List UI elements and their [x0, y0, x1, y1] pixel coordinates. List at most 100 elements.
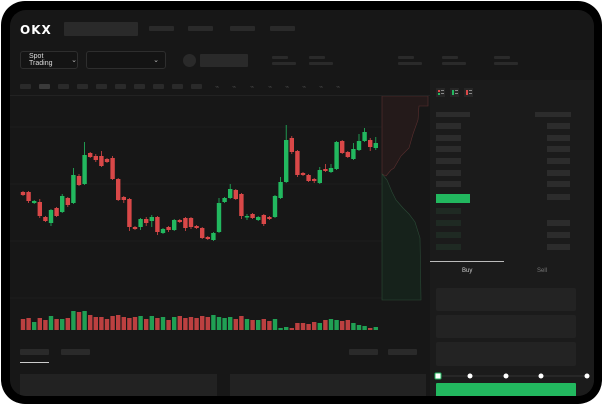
buy-button[interactable] [436, 383, 576, 396]
candle-body [138, 219, 143, 227]
volume-bar [261, 319, 266, 330]
orderbook-bids-icon [450, 88, 459, 97]
volume-bar [362, 326, 367, 330]
last-price [436, 194, 470, 203]
interval-button[interactable] [58, 84, 69, 89]
volume-bar [272, 319, 278, 330]
drawing-tool-icon[interactable]: ⌁ [232, 84, 237, 91]
candle-body [121, 197, 126, 200]
volume-bar [267, 321, 272, 330]
candle-body [256, 217, 261, 220]
order-panel: Buy Sell [430, 80, 594, 396]
volume-bar [244, 319, 250, 330]
interval-button[interactable] [20, 84, 31, 89]
volume-bar [284, 327, 289, 330]
volume-bar [317, 323, 322, 330]
slider-mark-50 [503, 373, 509, 379]
volume-bar [121, 317, 126, 330]
nav-item[interactable] [149, 26, 174, 31]
volume-bar [211, 315, 216, 330]
tab-open-orders[interactable] [20, 349, 49, 355]
volume-bar [295, 323, 300, 330]
drawing-tool-icon[interactable]: ⌁ [215, 84, 220, 91]
drawing-tool-icon[interactable]: ⌁ [268, 84, 273, 91]
market-select[interactable]: Spot Trading ⌄ [20, 51, 78, 69]
orderbook-both-icon [436, 88, 445, 97]
candle-body [116, 179, 121, 200]
orderbook-view-toggles[interactable] [436, 88, 476, 98]
volume-bar [205, 317, 210, 330]
buy-tab[interactable]: Buy [462, 268, 473, 274]
candle-body [323, 169, 328, 171]
drawing-tool-icon[interactable]: ⌁ [250, 84, 255, 91]
filter-button[interactable] [349, 349, 378, 355]
volume-bar [60, 319, 65, 330]
volume-bar [340, 321, 345, 330]
volume-bar [37, 318, 42, 330]
candle-body [172, 220, 177, 230]
total-input[interactable] [436, 342, 576, 366]
candle-body [93, 156, 98, 160]
volume-bar [188, 317, 194, 330]
volume-bar [65, 318, 70, 330]
nav-item[interactable] [188, 26, 213, 31]
ask-amount [547, 146, 570, 152]
okx-logo: OKX [20, 23, 52, 37]
filter-button[interactable] [388, 349, 417, 355]
bottom-panel-left [20, 374, 217, 396]
volume-bar [43, 320, 48, 330]
nav-item[interactable] [230, 26, 255, 31]
amount-input[interactable] [436, 315, 576, 338]
volume-bar [132, 317, 138, 330]
pair-select[interactable]: ⌄ [86, 51, 166, 69]
interval-button[interactable] [77, 84, 88, 89]
volume-bar [71, 311, 76, 330]
candle-body [82, 155, 87, 184]
amount-slider[interactable] [434, 370, 590, 382]
nav-item[interactable] [270, 26, 295, 31]
candle-body [328, 168, 334, 172]
volume-bar [250, 320, 255, 330]
volume-bar [312, 322, 317, 330]
interval-button[interactable] [115, 84, 126, 89]
interval-button[interactable] [134, 84, 145, 89]
drawing-tool-icon[interactable]: ⌁ [285, 84, 290, 91]
candle-body [76, 176, 82, 185]
drawing-tool-icon[interactable]: ⌁ [319, 84, 324, 91]
interval-button[interactable] [153, 84, 164, 89]
volume-bar [20, 319, 26, 330]
candle-body [32, 201, 37, 203]
volume-bar [368, 328, 373, 330]
candle-body [373, 143, 378, 148]
volume-bar [26, 318, 31, 330]
volume-bar [328, 319, 334, 330]
interval-button[interactable] [96, 84, 107, 89]
drawing-tool-icon[interactable]: ⌁ [336, 84, 341, 91]
volume-bar [149, 316, 154, 330]
candle-body [200, 228, 205, 238]
candle-body [65, 198, 70, 205]
search-placeholder[interactable] [64, 22, 138, 36]
spread-value [547, 194, 570, 200]
stat-label [309, 56, 325, 59]
volume-bar [177, 316, 182, 330]
tab-order-history[interactable] [61, 349, 90, 355]
volume-bar [127, 318, 132, 330]
candle-body [155, 217, 160, 232]
drawing-tool-icon[interactable]: ⌁ [302, 84, 307, 91]
interval-button[interactable] [191, 84, 202, 89]
price-input[interactable] [436, 288, 576, 311]
interval-button[interactable] [172, 84, 183, 89]
candle-body [272, 196, 278, 217]
candle-body [340, 141, 345, 153]
stat-value [398, 62, 422, 65]
candlestick-chart[interactable] [10, 96, 430, 336]
volume-bar [32, 322, 37, 330]
candle-body [233, 190, 238, 199]
orderbook-header [436, 112, 470, 117]
market-select-label: Spot Trading [29, 53, 53, 67]
sell-tab[interactable]: Sell [537, 268, 548, 274]
interval-button[interactable] [39, 84, 50, 89]
volume-bar [300, 323, 306, 330]
candle-body [345, 152, 350, 157]
